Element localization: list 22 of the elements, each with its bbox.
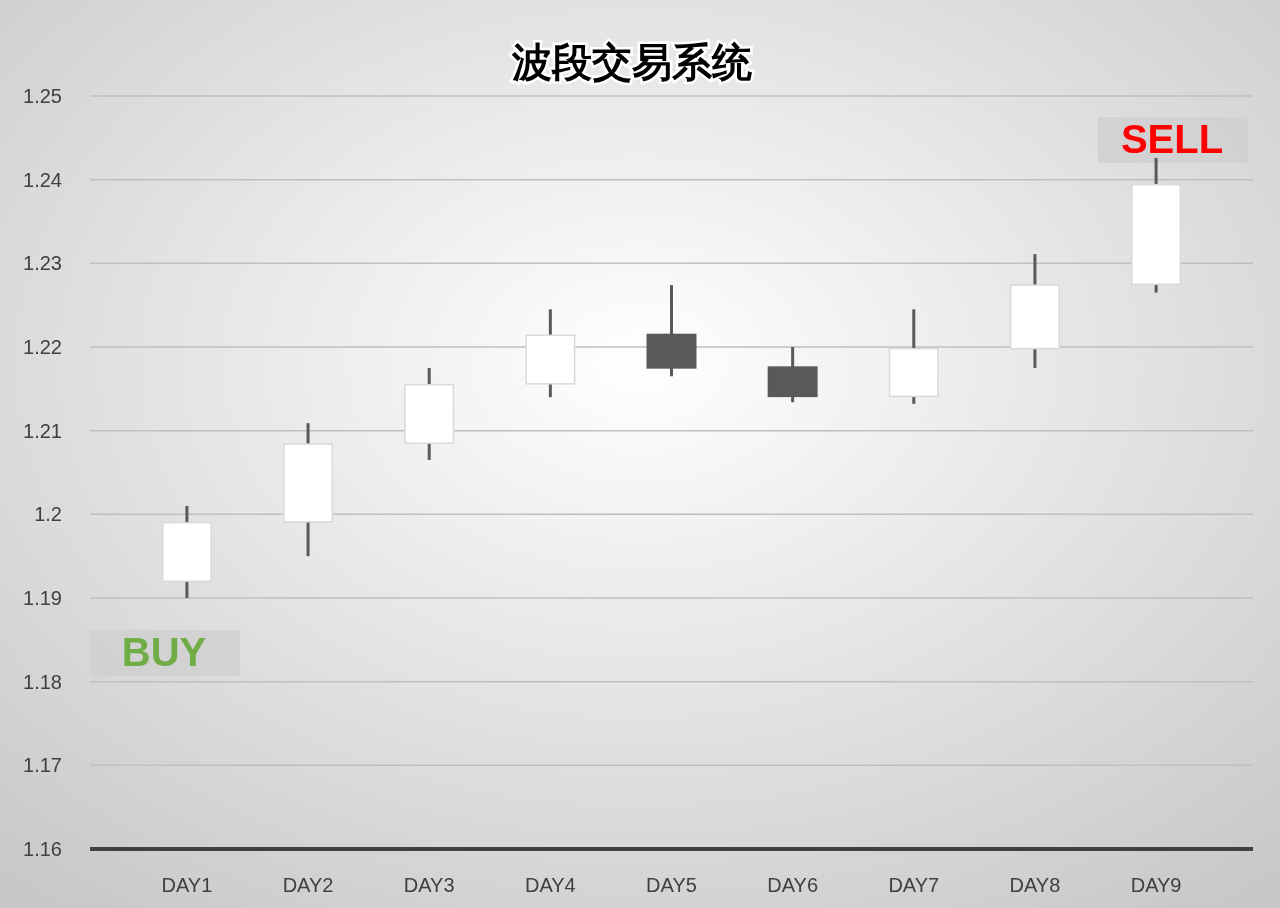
y-tick-label: 1.2 [34, 503, 62, 526]
x-tick-label: DAY8 [1009, 874, 1061, 896]
x-tick-label: DAY4 [524, 874, 576, 896]
y-tick-label: 1.18 [23, 670, 62, 693]
y-tick-label: 1.21 [23, 419, 62, 442]
x-tick-label: DAY5 [646, 874, 697, 896]
y-tick-label: 1.17 [23, 754, 62, 777]
x-tick-label: DAY1 [161, 874, 213, 896]
x-tick-label: DAY7 [888, 874, 940, 896]
annotation: SELL [1120, 117, 1224, 161]
x-tick-label: DAY9 [1130, 874, 1182, 896]
chart-title: 波段交易系统 [511, 39, 752, 85]
y-tick-label: 1.24 [23, 168, 62, 191]
y-tick-label: 1.16 [23, 838, 62, 860]
x-tick-label: DAY3 [403, 874, 455, 896]
x-tick-label: DAY6 [767, 874, 819, 896]
y-tick-label: 1.23 [23, 252, 62, 275]
y-tick-label: 1.22 [23, 336, 62, 358]
y-tick-label: 1.25 [23, 85, 62, 107]
annotation: BUY [121, 630, 207, 674]
y-tick-label: 1.19 [23, 587, 62, 609]
x-tick-label: DAY2 [282, 874, 334, 896]
